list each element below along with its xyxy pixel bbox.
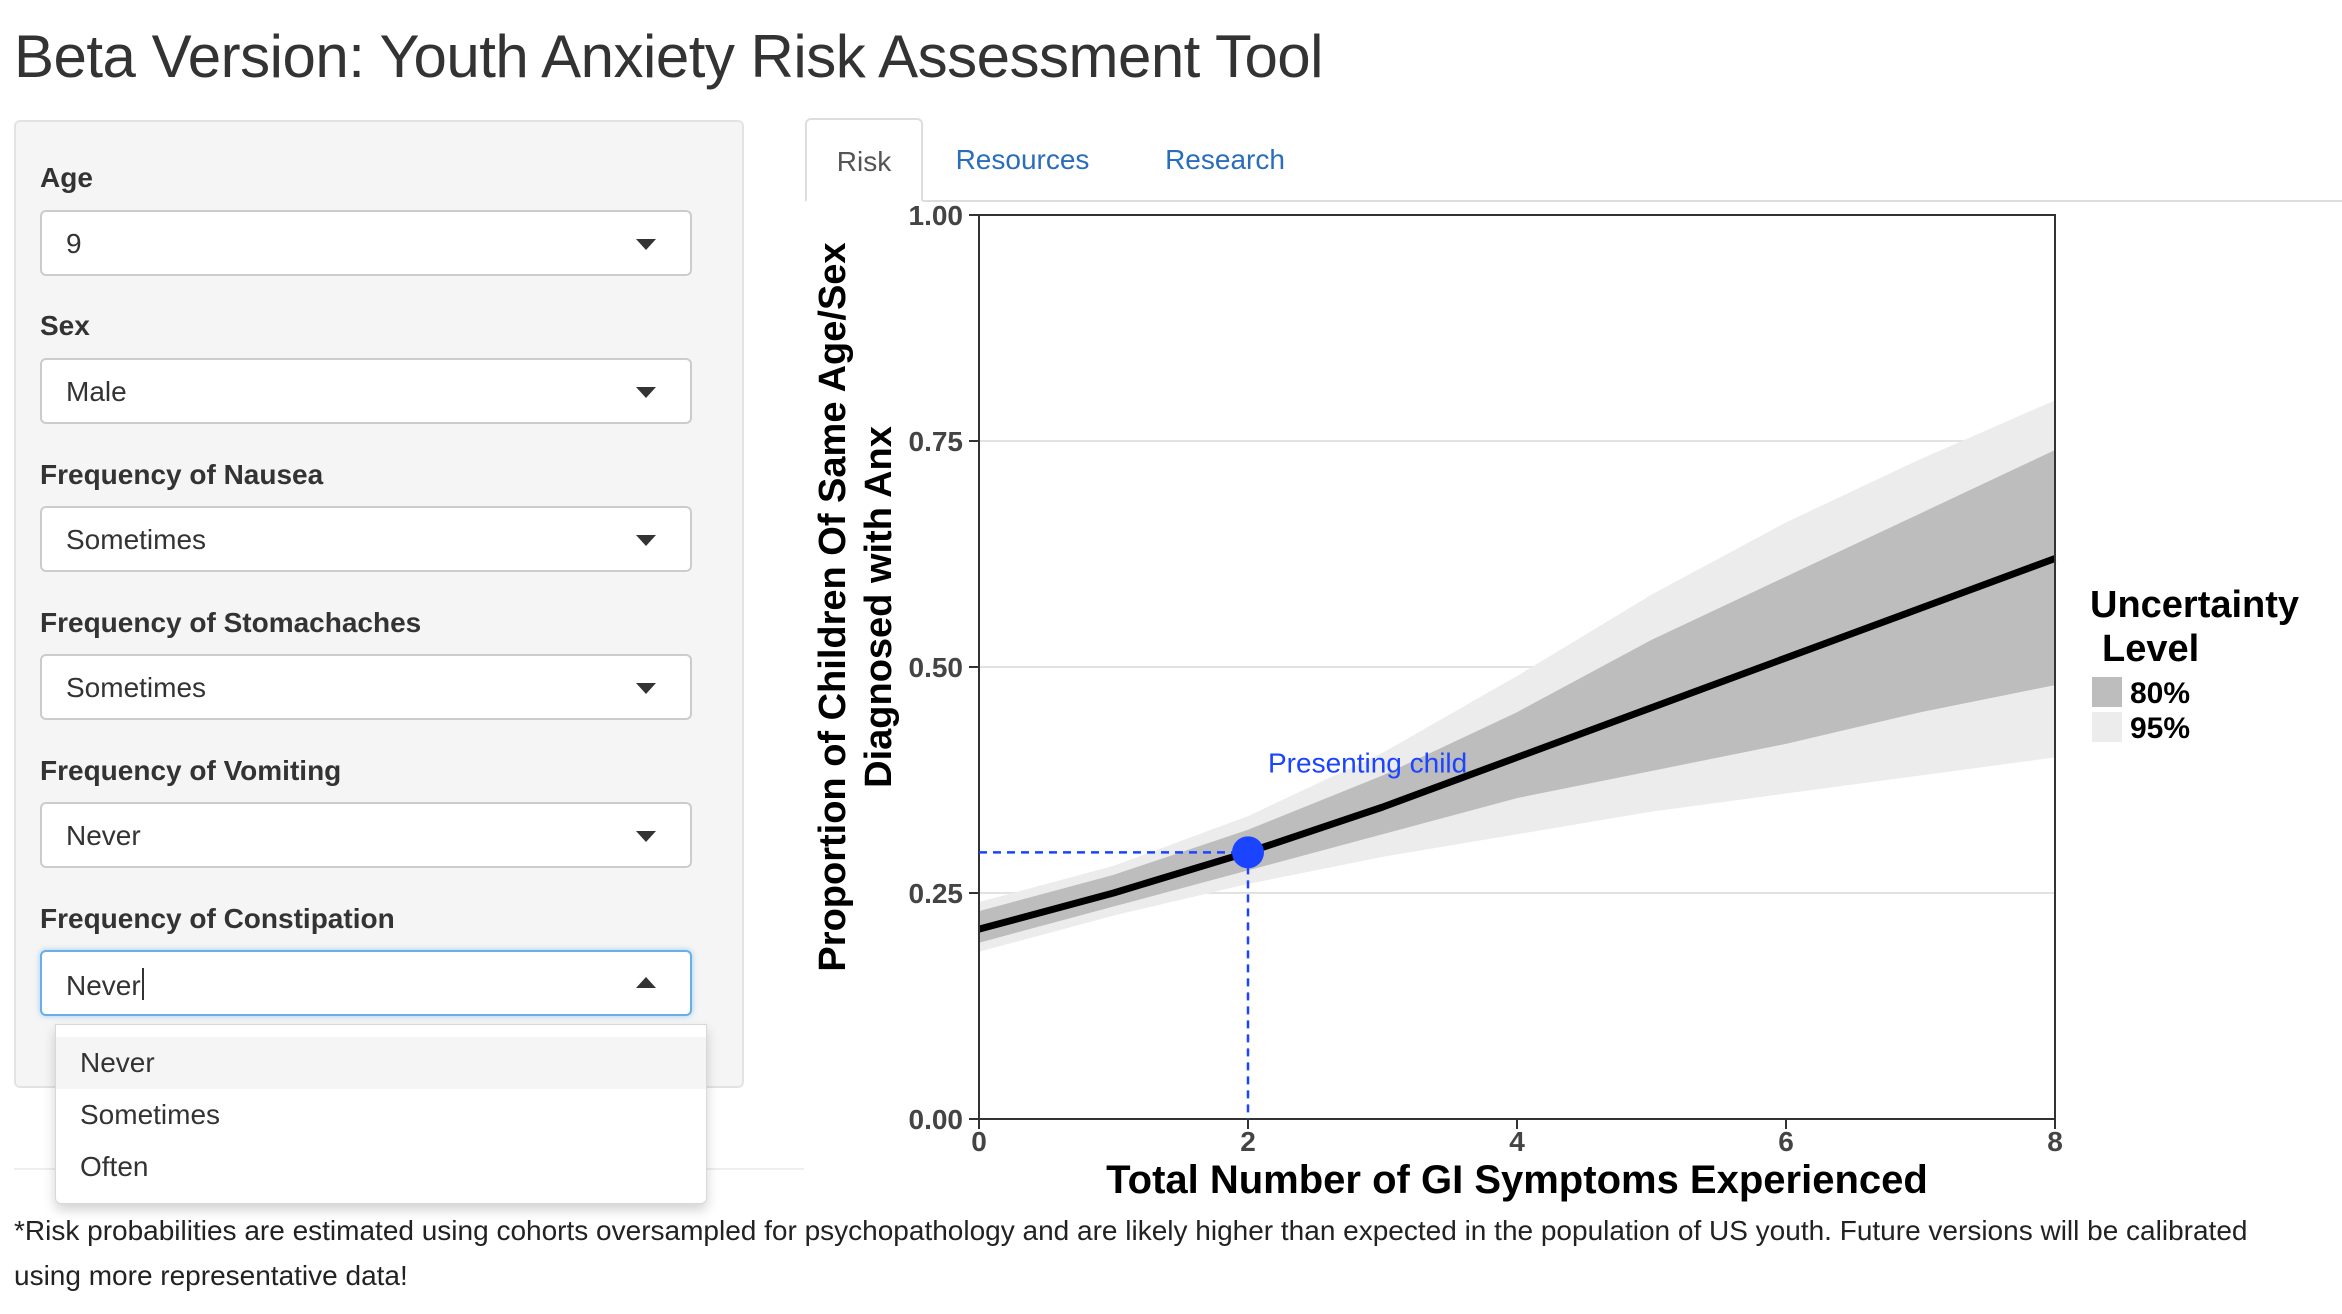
- constipation-select[interactable]: Never: [40, 950, 692, 1016]
- constipation-dropdown-menu: Never Sometimes Often: [55, 1024, 707, 1204]
- dropdown-option-often[interactable]: Often: [80, 1151, 149, 1182]
- chevron-down-icon: [636, 535, 656, 546]
- legend-title-line-2: Level: [2102, 628, 2199, 670]
- stomachaches-select[interactable]: Sometimes: [40, 654, 692, 720]
- dropdown-option-never[interactable]: Never: [56, 1037, 706, 1089]
- constipation-select-value: Never: [66, 968, 144, 1002]
- stomachaches-label: Frequency of Stomachaches: [40, 607, 422, 638]
- nausea-label: Frequency of Nausea: [40, 459, 324, 490]
- vomiting-select[interactable]: Never: [40, 802, 692, 868]
- band-95-area: [979, 400, 2055, 952]
- legend-swatch: [2092, 677, 2122, 707]
- constipation-select-text: Never: [66, 970, 141, 1001]
- x-tick-label: 4: [1509, 1126, 1525, 1157]
- age-select[interactable]: 9: [40, 210, 692, 276]
- y-tick-label: 1.00: [909, 200, 964, 231]
- vomiting-label: Frequency of Vomiting: [40, 755, 342, 786]
- tab-resources[interactable]: Resources: [955, 144, 1090, 175]
- tab-research[interactable]: Research: [1165, 144, 1285, 175]
- y-tick-label: 0.25: [909, 878, 964, 909]
- x-tick-label: 2: [1240, 1126, 1256, 1157]
- text-cursor: [141, 968, 144, 1000]
- nausea-select[interactable]: Sometimes: [40, 506, 692, 572]
- y-tick-label: 0.00: [909, 1104, 964, 1135]
- chevron-down-icon: [636, 831, 656, 842]
- constipation-label: Frequency of Constipation: [40, 903, 395, 934]
- sex-label: Sex: [40, 310, 90, 341]
- band-80-area: [979, 450, 2055, 943]
- chevron-down-icon: [636, 683, 656, 694]
- x-axis-label: Total Number of GI Symptoms Experienced: [1106, 1158, 1928, 1202]
- x-tick-label: 8: [2047, 1126, 2063, 1157]
- legend-item-label: 95%: [2130, 712, 2190, 745]
- page-title: Beta Version: Youth Anxiety Risk Assessm…: [14, 23, 1324, 90]
- tab-risk[interactable]: Risk: [805, 118, 923, 202]
- tabs-divider: [805, 200, 2342, 202]
- chevron-down-icon: [636, 239, 656, 250]
- y-tick-label: 0.75: [909, 426, 964, 457]
- legend-swatch: [2092, 712, 2122, 742]
- age-select-value: 9: [66, 228, 82, 259]
- chevron-down-icon: [636, 387, 656, 398]
- age-label: Age: [40, 162, 93, 193]
- legend-title-line-1: Uncertainty: [2090, 584, 2299, 626]
- vomiting-select-value: Never: [66, 820, 141, 851]
- risk-chart: Presenting child 0.00 0.25 0.50 0.75 1.00 0 2 4 6…: [812, 200, 2299, 1202]
- sex-select-value: Male: [66, 376, 127, 407]
- presenting-child-point: [1232, 836, 1264, 869]
- estimate-line: [978, 555, 2057, 933]
- y-axis-label-line-2: Diagnosed with Anx: [858, 426, 900, 788]
- sidebar-panel: [14, 120, 744, 1088]
- chevron-up-icon: [636, 977, 656, 988]
- y-axis-label-line-1: Proportion of Children Of Same Age/Sex: [812, 242, 854, 971]
- legend-item-label: 80%: [2130, 677, 2190, 710]
- nausea-select-value: Sometimes: [66, 524, 207, 555]
- point-label: Presenting child: [1268, 747, 1467, 778]
- sex-select[interactable]: Male: [40, 358, 692, 424]
- footnote: *Risk probabilities are estimated using …: [14, 1215, 2248, 1291]
- x-tick-label: 6: [1778, 1126, 1794, 1157]
- dropdown-option-sometimes[interactable]: Sometimes: [80, 1099, 221, 1130]
- x-tick-label: 0: [971, 1126, 987, 1157]
- stomachaches-select-value: Sometimes: [66, 672, 207, 703]
- y-tick-label: 0.50: [909, 652, 964, 683]
